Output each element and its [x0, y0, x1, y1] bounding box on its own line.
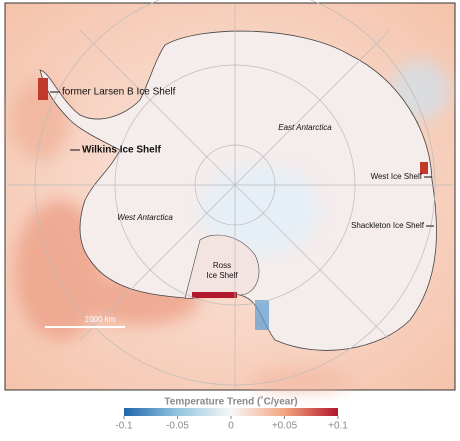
- label: West Antarctica: [117, 213, 173, 222]
- tick-label: -0.05: [166, 421, 189, 432]
- tick-label: +0.1: [328, 421, 348, 432]
- scale-label: 1000 km: [85, 315, 116, 324]
- map: former Larsen B Ice Shelf Wilkins Ice Sh…: [4, 0, 456, 392]
- colorbar: [124, 408, 338, 416]
- label: Ice Shelf: [206, 271, 238, 280]
- label: Ross: [213, 261, 231, 270]
- legend: Temperature Trend (˚C/year) -0.1 -0.05 0 +0…: [115, 396, 348, 432]
- tick-label: +0.05: [272, 421, 298, 432]
- label: Wilkins Ice Shelf: [82, 145, 161, 156]
- tick-label: -0.1: [115, 421, 133, 432]
- label: West Ice Shelf: [371, 172, 423, 181]
- label: former Larsen B Ice Shelf: [62, 87, 176, 98]
- legend-title: Temperature Trend (˚C/year): [164, 396, 297, 408]
- tick-label: 0: [228, 421, 234, 432]
- label: Shackleton Ice Shelf: [351, 221, 425, 230]
- label: East Antarctica: [278, 123, 332, 132]
